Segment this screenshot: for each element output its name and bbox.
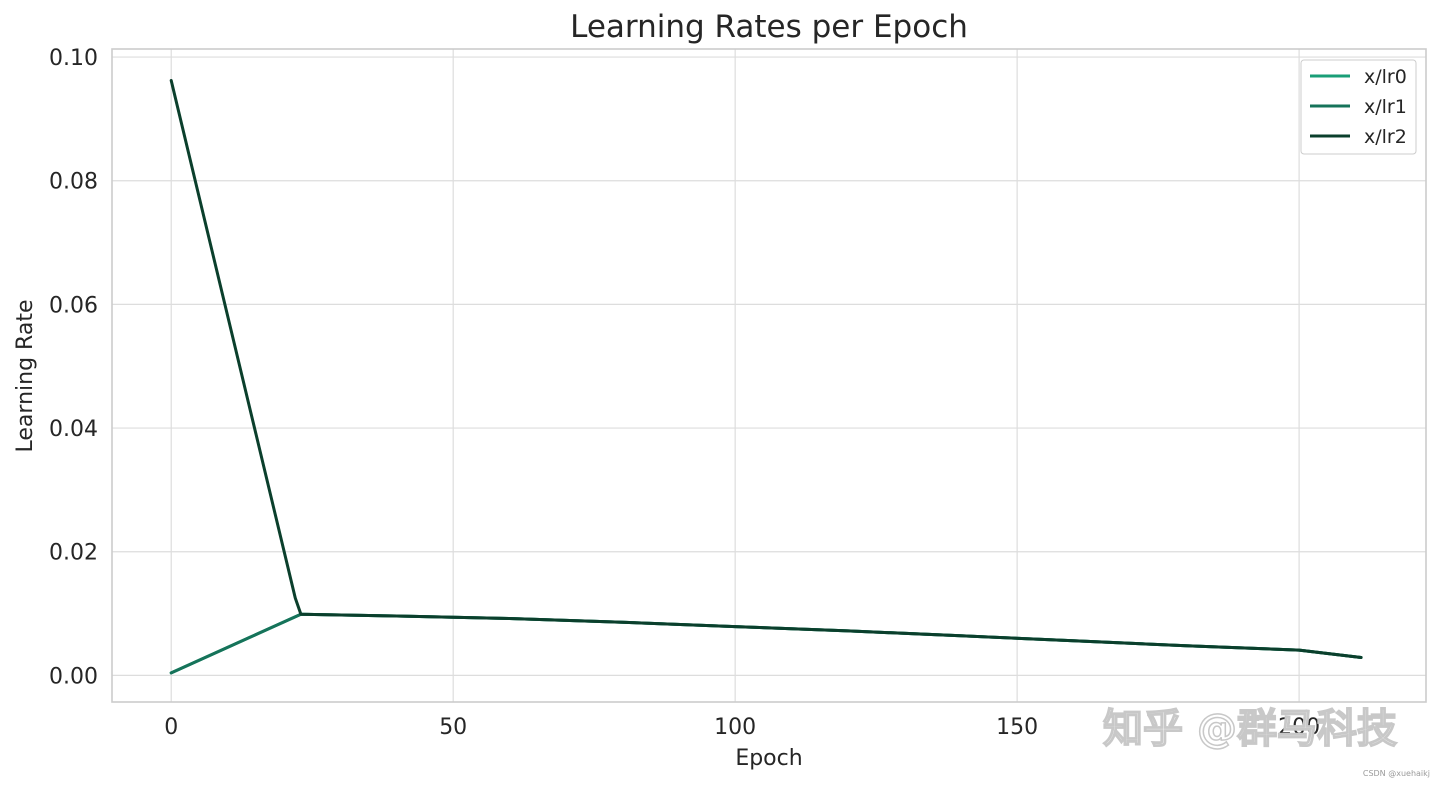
y-axis-label: Learning Rate (13, 300, 38, 453)
legend-label: x/lr1 (1364, 96, 1407, 118)
watermark-text: 知乎 @群马科技 (1103, 706, 1397, 752)
x-tick-label: 150 (996, 715, 1038, 740)
x-axis-label: Epoch (735, 746, 802, 771)
legend: x/lr0 x/lr1 x/lr2 (1300, 59, 1417, 155)
y-tick-label: 0.02 (49, 541, 98, 566)
x-tick-label: 100 (714, 715, 756, 740)
series-lines (169, 79, 1363, 675)
legend-box (1300, 59, 1417, 155)
x-axis-ticks: 0 50 100 150 200 (164, 715, 1320, 740)
y-tick-label: 0.10 (49, 46, 98, 71)
y-axis-ticks: 0.00 0.02 0.04 0.06 0.08 0.10 (49, 46, 98, 689)
x-tick-label: 50 (439, 715, 467, 740)
grid-lines (112, 49, 1426, 702)
y-tick-label: 0.08 (49, 170, 98, 195)
legend-label: x/lr0 (1364, 66, 1407, 88)
chart-title: Learning Rates per Epoch (570, 9, 968, 45)
y-tick-label: 0.04 (49, 417, 98, 442)
x-tick-label: 0 (164, 715, 178, 740)
credit-text: CSDN @xuehaikj (1363, 769, 1430, 778)
y-tick-label: 0.06 (49, 293, 98, 318)
plot-area-frame (111, 48, 1427, 703)
y-tick-label: 0.00 (49, 664, 98, 689)
legend-label: x/lr2 (1364, 126, 1407, 148)
series-line-x-lr2 (169, 79, 1363, 659)
x-tick-label: 200 (1278, 715, 1320, 740)
